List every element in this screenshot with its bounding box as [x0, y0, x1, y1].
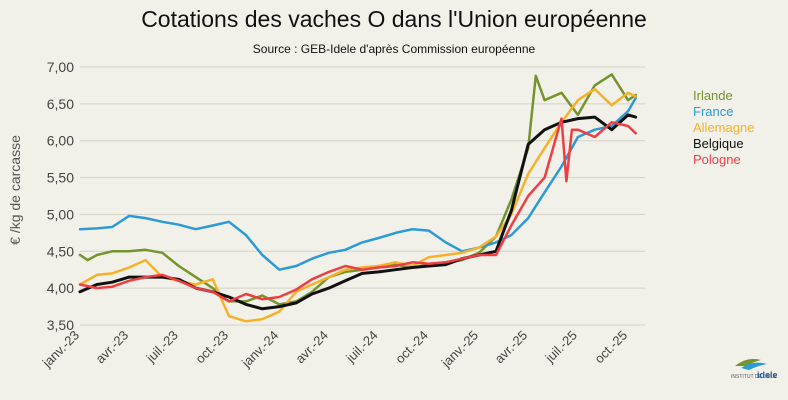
x-tick-label: janv.-25: [438, 328, 481, 371]
y-axis-label: € /kg de carcasse: [7, 135, 23, 245]
chart-title: Cotations des vaches O dans l'Union euro…: [141, 6, 647, 32]
y-axis: 3,50 4,00 4,50 5,00 5,50 6,00 6,50 7,00: [47, 59, 74, 333]
x-tick-label: janv.-24: [238, 328, 281, 371]
y-tick-label: 5,00: [47, 206, 74, 222]
x-tick-label: juil.-25: [542, 328, 580, 366]
x-axis: janv.-23 avr.-23 juil.-23 oct.-23 janv.-24 av…: [39, 328, 630, 371]
legend-item-france: France: [693, 104, 734, 119]
series-lines: [78, 73, 638, 323]
y-tick-label: 6,50: [47, 96, 74, 112]
x-tick-label: avr.-24: [292, 328, 331, 367]
x-tick-label: oct.-25: [591, 328, 630, 367]
y-tick-label: 3,50: [47, 317, 74, 333]
y-tick-label: 6,00: [47, 133, 74, 149]
x-tick-label: avr.-25: [492, 328, 531, 367]
series-line-belgique: [78, 113, 638, 311]
y-tick-label: 5,50: [47, 170, 74, 186]
y-tick-label: 7,00: [47, 59, 74, 75]
x-tick-label: janv.-23: [39, 328, 82, 371]
svg-text:idele: idele: [757, 370, 777, 380]
x-tick-label: avr.-23: [93, 328, 132, 367]
y-tick-label: 4,50: [47, 243, 74, 259]
legend-item-pologne: Pologne: [693, 152, 741, 167]
idele-logo: INSTITUT DE L'ÉLEVAGE idele: [731, 358, 777, 380]
x-tick-label: juil.-23: [143, 328, 181, 366]
x-tick-label: oct.-24: [392, 328, 431, 367]
legend-item-allemagne: Allemagne: [693, 120, 755, 135]
svg-text:INSTITUT DE L'ÉLEVAGE: INSTITUT DE L'ÉLEVAGE: [731, 373, 777, 380]
y-tick-label: 4,00: [47, 280, 74, 296]
x-tick-label: oct.-23: [192, 328, 231, 367]
x-tick-label: juil.-24: [342, 328, 380, 366]
legend: Irlande France Allemagne Belgique Pologn…: [693, 88, 754, 168]
series-line-allemagne: [78, 87, 637, 323]
series-line-france: [78, 96, 637, 271]
legend-item-irlande: Irlande: [693, 88, 733, 103]
series-line-pologne: [78, 117, 637, 303]
grid: [80, 66, 645, 326]
chart-subtitle: Source : GEB-Idele d'après Commission eu…: [252, 42, 536, 56]
legend-item-belgique: Belgique: [693, 136, 744, 151]
